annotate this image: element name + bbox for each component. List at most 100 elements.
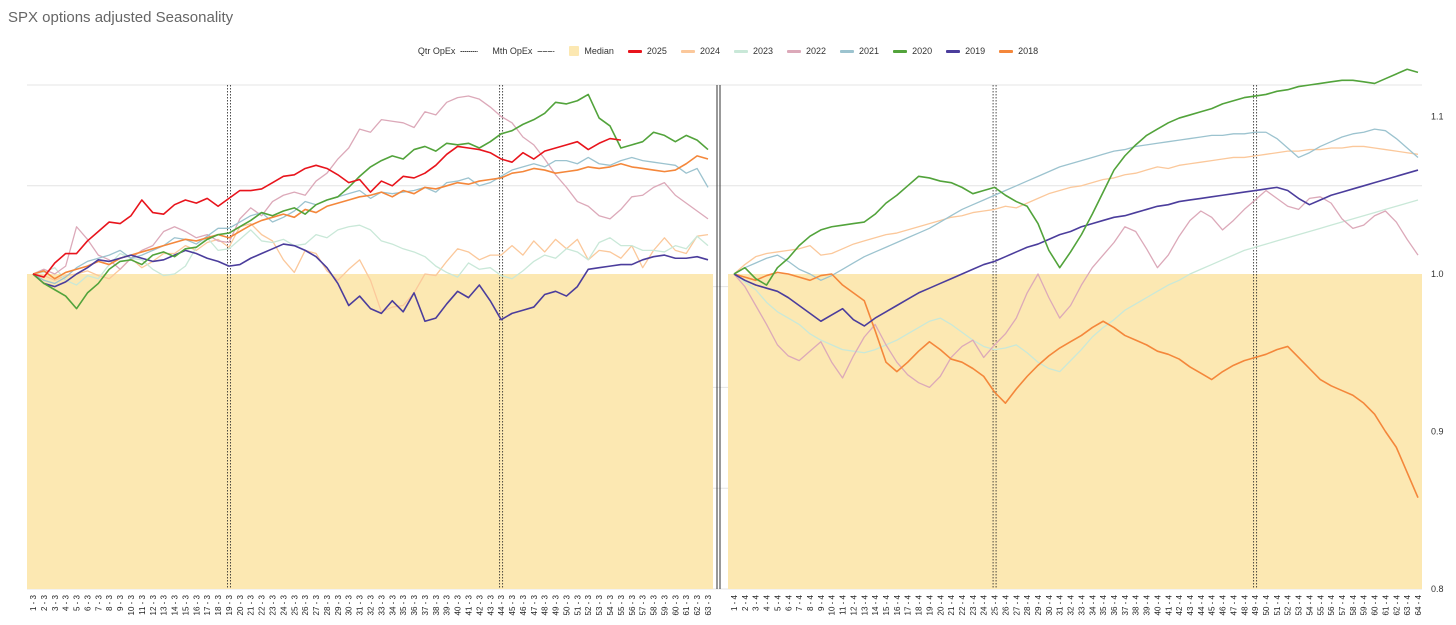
legend-2024[interactable]: 2024 (680, 46, 720, 56)
x-tick-label: 52 - 4 (1284, 594, 1293, 615)
x-tick-label: 13 - 4 (860, 594, 869, 615)
x-tick-label: 60 - 4 (1371, 594, 1380, 615)
x-tick-label: 57 - 3 (639, 594, 648, 615)
legend-2019-label: 2019 (965, 46, 986, 56)
median-area (27, 274, 713, 589)
x-tick-label: 23 - 4 (969, 594, 978, 615)
x-tick-label: 33 - 3 (377, 594, 386, 615)
x-tick-label: 20 - 3 (236, 594, 245, 615)
x-tick-label: 32 - 3 (367, 594, 376, 615)
legend-2020[interactable]: 2020 (893, 46, 932, 56)
x-tick-label: 2 - 3 (40, 594, 49, 611)
x-tick-label: 43 - 3 (486, 594, 495, 615)
legend-2023[interactable]: 2023 (733, 46, 773, 56)
x-tick-label: 24 - 3 (279, 594, 288, 615)
x-tick-label: 14 - 3 (171, 594, 180, 615)
x-tick-label: 16 - 3 (192, 594, 201, 615)
legend-2024-swatch (680, 49, 695, 53)
legend-2018[interactable]: 2018 (999, 46, 1038, 56)
x-tick-label: 9 - 4 (817, 594, 826, 611)
x-tick-label: 42 - 3 (475, 594, 484, 615)
x-tick-label: 51 - 3 (573, 594, 582, 615)
x-tick-label: 53 - 3 (595, 594, 604, 615)
x-tick-label: 48 - 4 (1240, 594, 1249, 615)
x-tick-label: 12 - 4 (849, 594, 858, 615)
y-tick-label: 0.8 (1431, 584, 1444, 594)
x-tick-label: 19 - 3 (225, 594, 234, 615)
x-tick-label: 44 - 4 (1197, 594, 1206, 615)
legend-median[interactable]: Median (569, 46, 614, 56)
x-tick-label: 27 - 4 (1012, 594, 1021, 615)
x-tick-label: 21 - 4 (947, 594, 956, 615)
x-tick-label: 42 - 4 (1175, 594, 1184, 615)
x-tick-label: 12 - 3 (149, 594, 158, 615)
x-tick-label: 20 - 4 (936, 594, 945, 615)
x-tick-label: 49 - 4 (1251, 594, 1260, 615)
x-tick-label: 47 - 3 (530, 594, 539, 615)
y-tick-label: 1.1 (1431, 112, 1444, 122)
x-tick-label: 15 - 4 (882, 594, 891, 615)
y-tick-label: 0.9 (1431, 427, 1444, 437)
legend-2018-label: 2018 (1018, 46, 1039, 56)
legend-2025-label: 2025 (646, 46, 667, 56)
x-tick-label: 25 - 3 (290, 594, 299, 615)
x-tick-label: 38 - 4 (1132, 594, 1141, 615)
x-tick-label: 5 - 3 (73, 594, 82, 611)
x-tick-label: 13 - 3 (160, 594, 169, 615)
x-tick-label: 33 - 4 (1077, 594, 1086, 615)
x-tick-label: 3 - 4 (752, 594, 761, 611)
series-line-2018 (32, 155, 709, 280)
legend-2019[interactable]: 2019 (946, 46, 985, 56)
x-tick-label: 35 - 4 (1099, 594, 1108, 615)
x-tick-label: 36 - 3 (410, 594, 419, 615)
legend-qtr-opex-label: Qtr OpEx (417, 46, 456, 56)
x-tick-label: 26 - 4 (1001, 594, 1010, 615)
legend: Qtr OpEx Mth OpEx Median 2025 2024 2023 … (0, 46, 1456, 56)
x-tick-label: 29 - 3 (334, 594, 343, 615)
chart-title: SPX options adjusted Seasonality (8, 9, 234, 26)
x-tick-label: 51 - 4 (1273, 594, 1282, 615)
legend-2025[interactable]: 2025 (627, 46, 667, 56)
x-tick-label: 21 - 3 (247, 594, 256, 615)
x-tick-label: 49 - 3 (552, 594, 561, 615)
legend-qtr-opex[interactable]: Qtr OpEx (418, 46, 479, 56)
x-tick-label: 5 - 4 (773, 594, 782, 611)
x-tick-label: 18 - 4 (915, 594, 924, 615)
x-tick-label: 29 - 4 (1034, 594, 1043, 615)
y-tick-label: 1.0 (1431, 269, 1444, 279)
x-tick-label: 32 - 4 (1067, 594, 1076, 615)
x-tick-label: 25 - 4 (991, 594, 1000, 615)
x-tick-label: 57 - 4 (1338, 594, 1347, 615)
x-tick-label: 7 - 3 (94, 594, 103, 611)
x-tick-label: 8 - 3 (105, 594, 114, 611)
x-tick-label: 54 - 4 (1305, 594, 1314, 615)
x-tick-label: 4 - 4 (763, 594, 772, 611)
legend-2021[interactable]: 2021 (840, 46, 879, 56)
x-tick-label: 53 - 4 (1295, 594, 1304, 615)
legend-2022[interactable]: 2022 (787, 46, 826, 56)
x-tick-label: 56 - 4 (1327, 594, 1336, 615)
x-tick-label: 44 - 3 (497, 594, 506, 615)
x-tick-label: 24 - 4 (980, 594, 989, 615)
x-tick-label: 41 - 3 (464, 594, 473, 615)
x-tick-label: 58 - 4 (1349, 594, 1358, 615)
x-tick-label: 46 - 3 (519, 594, 528, 615)
x-tick-label: 61 - 3 (682, 594, 691, 615)
legend-mth-opex-label: Mth OpEx (492, 46, 533, 56)
x-tick-label: 47 - 4 (1229, 594, 1238, 615)
x-tick-label: 45 - 4 (1208, 594, 1217, 615)
x-tick-label: 9 - 3 (116, 594, 125, 611)
legend-2022-label: 2022 (806, 46, 827, 56)
x-tick-label: 16 - 4 (893, 594, 902, 615)
series-line-2022 (32, 95, 709, 275)
x-tick-label: 48 - 3 (541, 594, 550, 615)
legend-2022-swatch (787, 49, 801, 53)
series-line-2019 (32, 243, 709, 323)
legend-mth-opex[interactable]: Mth OpEx (492, 46, 556, 56)
x-tick-label: 27 - 3 (312, 594, 321, 615)
x-tick-label: 61 - 4 (1381, 594, 1390, 615)
x-tick-label: 56 - 3 (628, 594, 637, 615)
x-tick-label: 10 - 3 (127, 594, 136, 615)
x-tick-label: 60 - 3 (671, 594, 680, 615)
x-tick-label: 63 - 3 (704, 594, 713, 615)
